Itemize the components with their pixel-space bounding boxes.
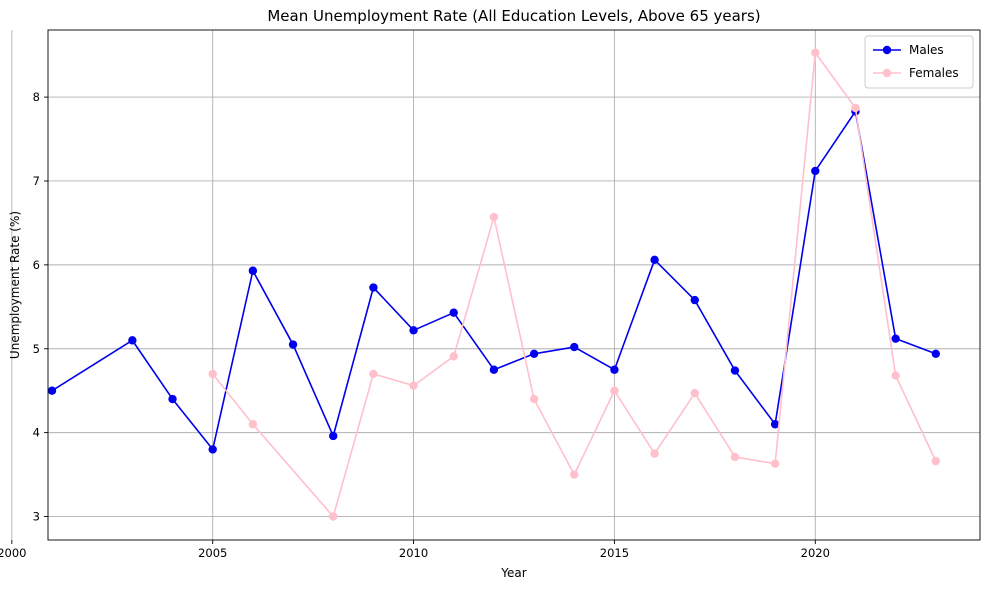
data-point-females	[329, 512, 338, 521]
y-tick-label: 5	[33, 342, 40, 356]
plot-frame	[47, 29, 981, 541]
legend-marker-females	[882, 68, 892, 78]
data-point-females	[811, 48, 820, 57]
legend-box	[864, 35, 974, 89]
grid	[11, 30, 980, 540]
x-tick-label: 2000	[0, 546, 26, 560]
data-point-males	[811, 166, 820, 176]
data-point-males	[529, 349, 539, 358]
data-point-males	[288, 340, 298, 349]
data-point-males	[730, 366, 740, 375]
data-point-females	[851, 103, 860, 113]
y-tick-label: 4	[33, 426, 40, 440]
data-point-females	[409, 381, 418, 390]
legend: Males Females	[864, 35, 974, 89]
series-line-males	[51, 110, 937, 451]
legend-marker-males	[882, 45, 892, 55]
x-tick-label: 2005	[198, 546, 227, 560]
y-tick-label: 7	[33, 174, 40, 188]
data-point-males	[489, 365, 499, 374]
y-tick-label: 3	[33, 510, 40, 524]
data-point-males	[931, 349, 941, 358]
data-point-females	[208, 369, 217, 379]
data-point-females	[690, 389, 699, 398]
data-point-females	[770, 459, 780, 468]
data-point-males	[128, 336, 137, 345]
data-point-males	[690, 295, 699, 305]
x-tick-label: 2015	[600, 546, 629, 560]
data-point-males	[329, 431, 338, 441]
y-axis-label: Unemployment Rate (%)	[8, 211, 22, 359]
data-point-females	[570, 470, 579, 479]
y-tick-label: 8	[33, 90, 40, 104]
data-point-males	[610, 365, 619, 374]
data-point-males	[248, 266, 258, 275]
data-point-males	[891, 334, 900, 343]
data-point-females	[891, 371, 900, 380]
data-point-males	[570, 342, 579, 352]
data-point-males	[409, 326, 418, 335]
data-point-males	[47, 386, 57, 395]
data-point-females	[610, 386, 619, 395]
series-females	[208, 48, 941, 521]
series-males	[47, 107, 941, 454]
data-point-females	[730, 452, 740, 462]
data-point-females	[931, 456, 941, 466]
x-tick-label: 2010	[399, 546, 428, 560]
data-point-males	[208, 445, 217, 454]
series-layer	[47, 48, 941, 521]
x-axis-label: Year	[500, 566, 526, 580]
data-point-females	[369, 369, 378, 379]
data-point-males	[168, 394, 177, 404]
y-tick-label: 6	[33, 258, 40, 272]
data-point-females	[489, 212, 499, 222]
data-point-females	[248, 420, 258, 429]
legend-label-females: Females	[909, 66, 959, 80]
x-tick-label: 2020	[801, 546, 830, 560]
data-point-females	[650, 449, 659, 458]
data-point-males	[449, 308, 458, 317]
series-line-females	[212, 51, 937, 518]
legend-label-males: Males	[909, 43, 944, 57]
data-point-males	[369, 283, 378, 292]
data-point-females	[529, 394, 539, 404]
data-point-males	[650, 255, 659, 265]
data-point-males	[770, 420, 780, 429]
chart-title: Mean Unemployment Rate (All Education Le…	[267, 7, 760, 25]
data-point-females	[449, 352, 458, 361]
ticks: 2000 2005 2010 2015 2020 3 4 5 6 7 8	[0, 90, 830, 560]
